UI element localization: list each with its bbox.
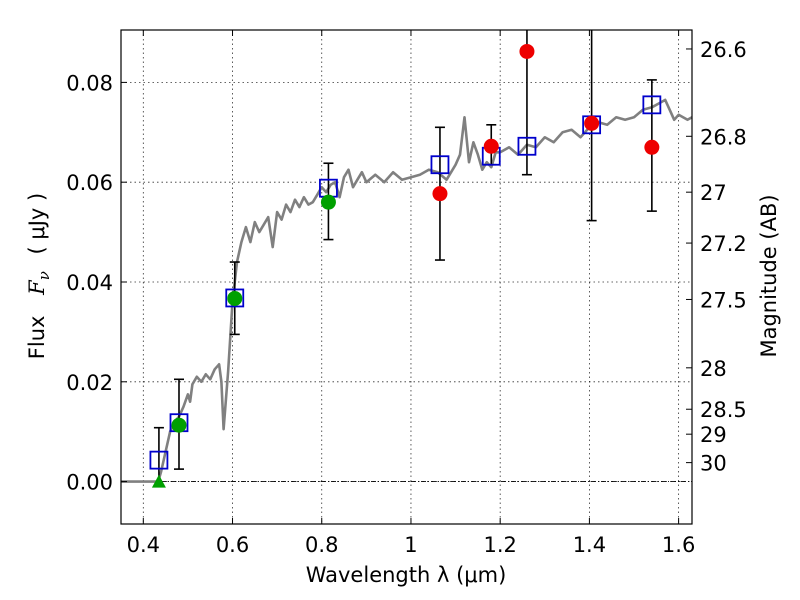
upper-limit-marker xyxy=(151,474,166,488)
grid xyxy=(121,30,692,524)
magnitude-tick-label: 27.2 xyxy=(700,232,747,256)
observed-flux-point xyxy=(519,43,535,59)
observed-flux-point xyxy=(644,139,660,155)
x-tick-label: 1.2 xyxy=(483,533,516,557)
y-tick-label: 0.02 xyxy=(66,371,113,395)
y-tick-label: 0.00 xyxy=(66,471,113,495)
y-tick-label: 0.08 xyxy=(66,71,113,95)
ticks xyxy=(121,30,692,524)
y-tick-label: 0.06 xyxy=(66,171,113,195)
svg-text:Flux Fν ( μJy ): Flux Fν ( μJy ) xyxy=(25,193,54,359)
observed-flux-point xyxy=(171,417,187,433)
x-axis-title: Wavelength λ (μm) xyxy=(306,563,507,587)
x-tick-label: 1 xyxy=(404,533,417,557)
magnitude-tick-label: 26.6 xyxy=(700,38,747,62)
observed-flux-point xyxy=(227,290,243,306)
model-band-marker xyxy=(430,155,450,175)
x-tick-label: 0.8 xyxy=(305,533,338,557)
observed-flux-point xyxy=(483,138,499,154)
model-sed-line xyxy=(121,98,693,483)
y-axis-title-prefix: Flux xyxy=(25,316,49,360)
model-band-marker xyxy=(225,288,245,308)
model-band-marker xyxy=(517,136,537,156)
magnitude-tick-label: 27 xyxy=(700,181,727,205)
magnitude-tick-label: 28 xyxy=(700,357,727,381)
x-tick-label: 1.6 xyxy=(662,533,695,557)
tick-labels: 0.4 0.6 0.8 1 1.2 1.4 1.6 0.00 0.02 0.04 0.06 0.08 2… xyxy=(66,38,747,557)
series xyxy=(121,30,693,488)
y-axis-title: Flux Fν ( μJy ) xyxy=(25,193,54,359)
y-axis-title-symbol: F xyxy=(25,279,49,296)
model-band-marker xyxy=(149,450,169,470)
y-axis-title-subscript: ν xyxy=(35,271,53,280)
magnitude-tick-label: 29 xyxy=(700,423,727,447)
observed-flux-point xyxy=(432,186,448,202)
x-tick-label: 1.4 xyxy=(573,533,606,557)
y-axis-title-units: ( μJy ) xyxy=(25,193,49,255)
magnitude-tick-label: 28.5 xyxy=(700,398,747,422)
y-tick-label: 0.04 xyxy=(66,271,113,295)
magnitude-tick-label: 30 xyxy=(700,452,727,476)
magnitude-tick-label: 27.5 xyxy=(700,288,747,312)
model-band-marker xyxy=(642,95,662,115)
plot-frame xyxy=(120,29,693,525)
observed-flux-point xyxy=(584,115,600,131)
observed-flux-point xyxy=(320,194,336,210)
x-tick-label: 0.4 xyxy=(127,533,160,557)
y2-axis-title: Magnitude (AB) xyxy=(757,194,781,357)
x-tick-label: 0.6 xyxy=(216,533,249,557)
magnitude-tick-label: 26.8 xyxy=(700,125,747,149)
